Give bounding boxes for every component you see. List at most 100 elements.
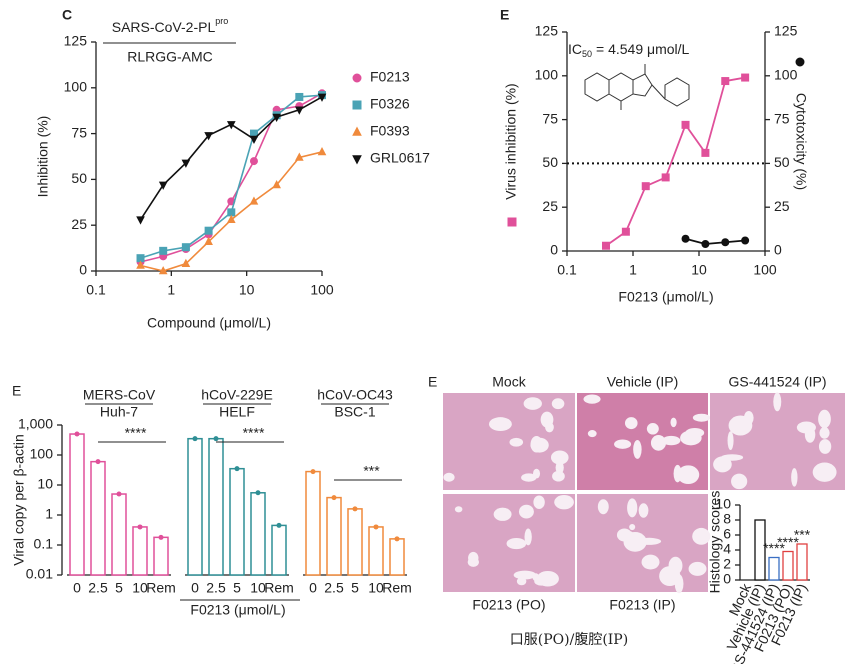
marker <box>294 106 304 115</box>
alveolus <box>638 503 649 518</box>
y-tick-label: 0 <box>79 262 87 278</box>
x-tick-label: 100 <box>310 282 334 298</box>
marker <box>204 226 213 235</box>
bar <box>326 496 342 576</box>
marker <box>701 239 710 248</box>
alveolus <box>545 422 554 433</box>
alveolus <box>550 450 569 465</box>
marker <box>681 120 690 129</box>
x-axis-label: F0213 (μmol/L) <box>618 289 713 305</box>
bar-dot <box>331 495 337 501</box>
micrograph-label: GS-441524 (IP) <box>728 374 826 390</box>
y-tick-label: 125 <box>774 23 798 39</box>
alveolus <box>623 532 647 552</box>
y-tick-label: 6 <box>723 526 731 542</box>
legend-label: F0393 <box>370 123 410 139</box>
alveolus <box>773 392 782 412</box>
caption: 口服(PO)/腹腔(IP) <box>510 631 628 648</box>
x-tick-label: 0.1 <box>86 282 106 298</box>
y-tick-label: 100 <box>774 67 798 83</box>
chart-subtitle: RLRGG-AMC <box>127 49 213 65</box>
marker <box>721 77 730 86</box>
series-line <box>685 237 746 245</box>
panel-label: E <box>12 383 21 399</box>
y-tick-label: 50 <box>71 170 87 186</box>
y-tick-label: 125 <box>64 33 88 49</box>
significance: **** <box>777 534 799 550</box>
alveolus <box>728 415 753 436</box>
significance: **** <box>763 540 785 556</box>
alveolus <box>633 439 642 459</box>
alveolus <box>614 439 632 449</box>
marker <box>226 214 236 224</box>
bar <box>208 437 224 576</box>
alveolus <box>554 494 574 510</box>
y-tick-label: 10 <box>37 476 53 492</box>
group-subtitle: HELF <box>219 404 255 420</box>
y-tick-label: 50 <box>542 154 558 170</box>
marker <box>507 217 517 227</box>
bar <box>69 433 85 576</box>
group-subtitle: Huh-7 <box>100 404 138 420</box>
alveolus <box>692 527 711 545</box>
x-tick-label: 10 <box>239 282 255 298</box>
chart-title: SARS-CoV-2-PLpro <box>112 16 229 34</box>
bar-dot <box>95 459 101 465</box>
alveolus <box>646 423 659 435</box>
marker <box>352 73 362 83</box>
alveolus <box>629 523 636 531</box>
x-tick-label: 1 <box>167 282 175 298</box>
marker <box>795 57 805 67</box>
alveolus <box>516 577 527 586</box>
marker <box>741 73 750 82</box>
marker <box>317 93 327 102</box>
bar-dot <box>116 491 122 497</box>
marker <box>352 155 362 165</box>
axis <box>566 32 766 252</box>
x-tick-label: 10 <box>691 262 707 278</box>
title-sup: pro <box>215 16 228 26</box>
alveolus <box>659 566 681 586</box>
x-tick-label: 2.5 <box>206 580 226 596</box>
marker <box>204 132 213 141</box>
bar-dot <box>255 490 261 496</box>
marker <box>181 258 191 267</box>
x-tick-label: 0 <box>73 580 81 596</box>
marker <box>181 243 190 252</box>
bar-dot <box>74 431 80 437</box>
y-tick-label: 0 <box>774 242 782 258</box>
marker <box>136 216 145 225</box>
bar-dot <box>158 534 164 540</box>
y-tick-label: 0 <box>723 571 731 587</box>
marker <box>181 159 191 168</box>
annotation: IC50 = 4.549 μmol/L <box>568 41 690 60</box>
marker <box>159 246 168 255</box>
x-axis-label: Compound (μmol/L) <box>147 315 271 331</box>
x-axis-label: F0213 (μmol/L) <box>190 602 285 618</box>
legend-label: F0326 <box>370 96 410 112</box>
bar <box>368 526 384 576</box>
panel-label: E <box>428 374 437 390</box>
marker <box>661 173 670 182</box>
bar <box>782 550 794 581</box>
y-tick-label: 4 <box>723 541 731 557</box>
bar <box>90 460 106 576</box>
alveolus <box>624 417 638 430</box>
legend-label: F0213 <box>370 69 410 85</box>
title-text: SARS-CoV-2-PL <box>112 19 216 35</box>
alveolus <box>692 413 711 422</box>
series-line <box>605 76 746 247</box>
y-tick-label: 100 <box>64 79 88 95</box>
y-tick-label: 1 <box>45 506 53 522</box>
alveolus <box>677 465 700 485</box>
alveolus <box>493 507 512 521</box>
alveolus <box>597 499 609 515</box>
bar <box>389 538 405 576</box>
alveolus <box>662 435 681 446</box>
y-tick-label: 25 <box>774 198 790 214</box>
panel-label: E <box>500 7 509 23</box>
y-axis-label: Histology scores <box>707 491 723 594</box>
bar <box>132 526 148 576</box>
marker <box>249 196 259 205</box>
